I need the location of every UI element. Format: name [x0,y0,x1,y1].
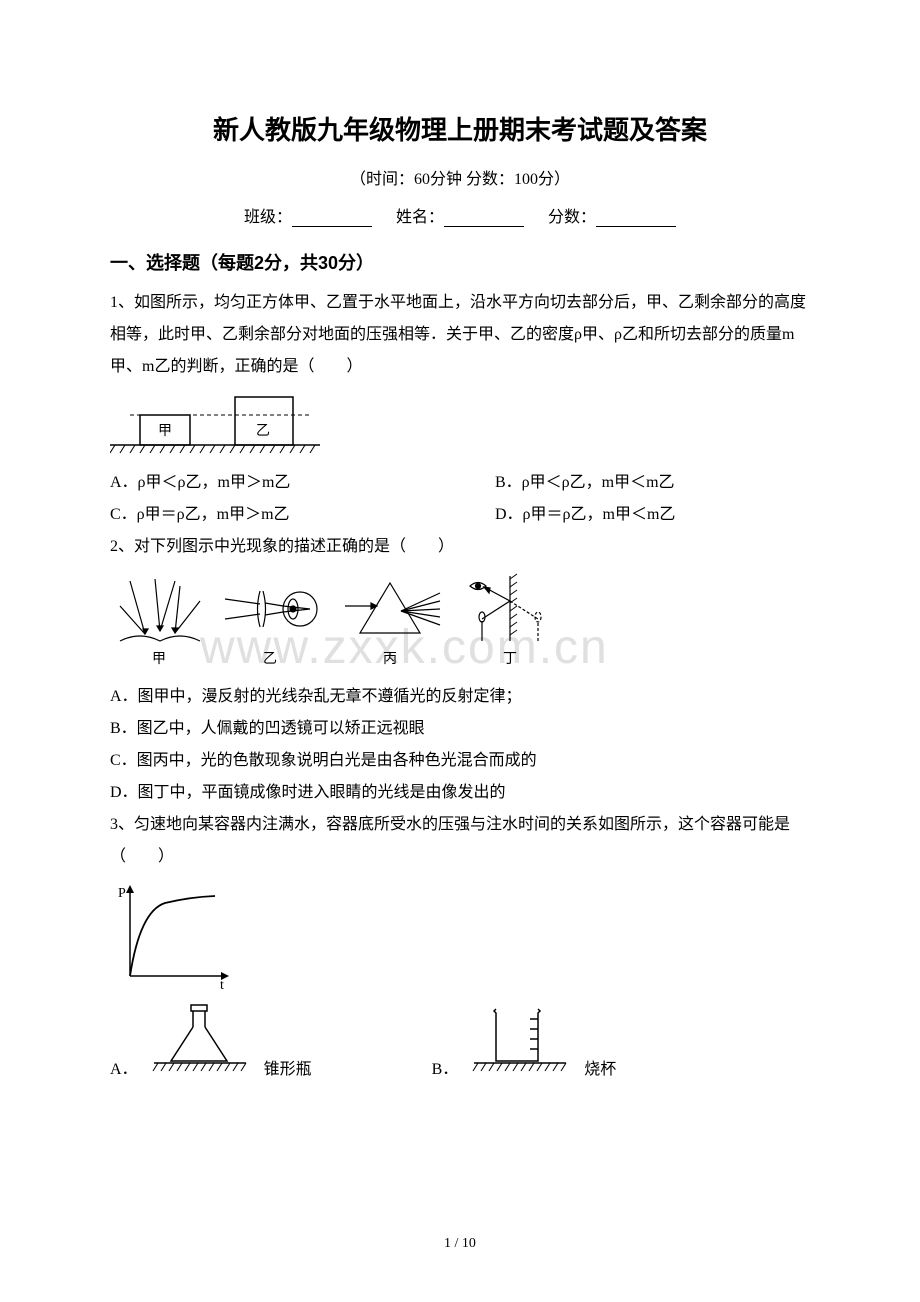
q1-fig-label1: 甲 [158,424,172,439]
q3-optB-item: B． [432,1001,617,1079]
q3-optA-letter: A． [110,1055,138,1079]
q1-text: 1、如图所示，均匀正方体甲、乙置于水平地面上，沿水平方向切去部分后，甲、乙剩余部… [110,287,810,383]
q3-graph-ylabel: P [118,886,126,901]
q3-text: 3、匀速地向某容器内注满水，容器底所受水的压强与注水时间的关系如图所示，这个容器… [110,809,810,873]
score-blank [596,226,676,227]
q2-optA: A．图甲中，漫反射的光线杂乱无章不遵循光的反射定律； [110,681,810,713]
q3-options: A． 锥形瓶 B． [110,1001,810,1079]
q3-optB-letter: B． [432,1055,459,1079]
q1-optB: B．ρ甲＜ρ乙，m甲＜m乙 [495,467,810,499]
class-label: 班级： [244,209,292,226]
info-line: 班级： 姓名： 分数： [110,203,810,227]
class-blank [292,226,372,227]
q2-text: 2、对下列图示中光现象的描述正确的是（ ） [110,531,810,563]
q2-fig-l2: 乙 [263,651,277,667]
document-title: 新人教版九年级物理上册期末考试题及答案 [110,110,810,147]
q2-optD: D．图丁中，平面镜成像时进入眼睛的光线是由像发出的 [110,777,810,809]
name-label: 姓名： [396,209,444,226]
q2-optC: C．图丙中，光的色散现象说明白光是由各种色光混合而成的 [110,745,810,777]
q3-graph: P t [110,881,810,991]
score-label: 分数： [548,209,596,226]
q2-figure: 甲 乙 [110,571,810,671]
beaker-icon [466,1001,576,1079]
q2-optB: B．图乙中，人佩戴的凹透镜可以矫正远视眼 [110,713,810,745]
q1-optA: A．ρ甲＜ρ乙，m甲＞m乙 [110,467,495,499]
name-blank [444,226,524,227]
q1-optD: D．ρ甲＝ρ乙，m甲＜m乙 [495,499,810,531]
q1-optC: C．ρ甲＝ρ乙，m甲＞m乙 [110,499,495,531]
q3-optA-item: A． 锥形瓶 [110,1001,312,1079]
document-subtitle: （时间：60分钟 分数：100分） [110,165,810,189]
page-content: 新人教版九年级物理上册期末考试题及答案 （时间：60分钟 分数：100分） 班级… [110,110,810,1079]
q1-options-row1: A．ρ甲＜ρ乙，m甲＞m乙 B．ρ甲＜ρ乙，m甲＜m乙 [110,467,810,499]
page-footer: 1 / 10 [0,1236,920,1252]
q3-optB-label: 烧杯 [584,1055,616,1079]
q3-optA-label: 锥形瓶 [264,1055,312,1079]
q1-options-row2: C．ρ甲＝ρ乙，m甲＞m乙 D．ρ甲＝ρ乙，m甲＜m乙 [110,499,810,531]
section-heading: 一、选择题（每题2分，共30分） [110,249,810,275]
q1-fig-label2: 乙 [256,423,270,439]
q3-graph-xlabel: t [220,978,224,991]
q2-fig-l1: 甲 [152,652,166,667]
flask-icon [146,1001,256,1079]
q2-fig-l3: 丙 [383,652,397,667]
q1-figure: 甲 乙 [110,391,810,457]
q2-fig-l4: 丁 [503,652,517,667]
